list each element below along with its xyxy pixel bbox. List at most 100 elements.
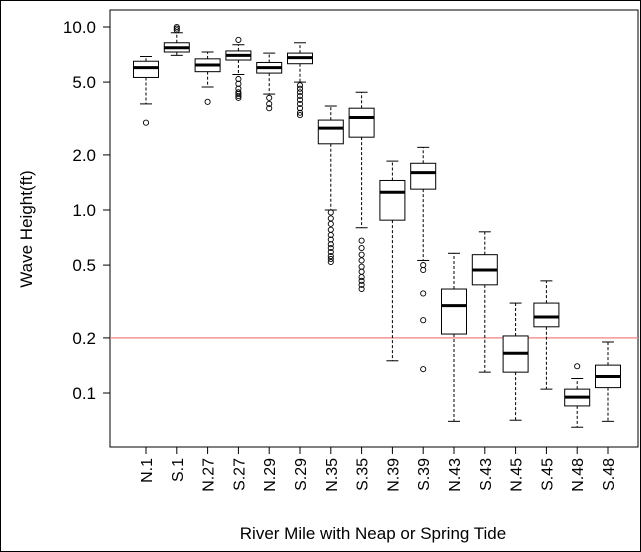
outlier-point xyxy=(327,258,334,266)
box-n-27 xyxy=(194,51,221,105)
y-tick-label: 0.2 xyxy=(72,329,96,348)
x-tick-label: N.45 xyxy=(509,458,526,492)
iqr-box xyxy=(533,302,560,328)
x-axis-title: River Mile with Neap or Spring Tide xyxy=(240,524,506,543)
x-tick-label: N.48 xyxy=(570,458,587,492)
outlier-point xyxy=(358,257,365,264)
outlier-point xyxy=(296,82,304,89)
outlier-point xyxy=(327,236,334,243)
outlier-point xyxy=(327,215,334,222)
x-tick-label: S.43 xyxy=(478,458,495,491)
y-tick-label: 5.0 xyxy=(72,73,96,92)
x-tick-label: N.27 xyxy=(201,458,218,492)
iqr-box xyxy=(348,107,375,138)
box-s-43 xyxy=(471,231,498,373)
outlier-point xyxy=(296,109,304,116)
box-s-29 xyxy=(287,42,313,119)
y-tick-label: 0.5 xyxy=(72,256,96,275)
boxes-layer xyxy=(133,23,621,428)
outlier-point xyxy=(358,251,365,258)
outlier-point xyxy=(296,96,304,103)
x-tick-label: S.45 xyxy=(539,458,556,491)
x-tick-label: S.39 xyxy=(416,458,433,491)
y-tick-label: 2.0 xyxy=(72,146,96,165)
x-tick-label: N.1 xyxy=(139,458,156,483)
outlier-point xyxy=(327,209,334,216)
outlier-point xyxy=(358,281,365,288)
x-tick-label: S.35 xyxy=(355,458,372,491)
outlier-point xyxy=(327,231,334,239)
outlier-point xyxy=(358,285,365,293)
x-tick-label: S.48 xyxy=(601,458,618,491)
outlier-point xyxy=(327,255,334,263)
outlier-point xyxy=(235,91,242,98)
outlier-point xyxy=(235,75,242,83)
outlier-point xyxy=(420,262,427,269)
outlier-point xyxy=(296,92,304,99)
outlier-point xyxy=(358,237,365,244)
outlier-point xyxy=(327,220,334,227)
y-tick-label: 1.0 xyxy=(72,201,96,220)
outlier-point xyxy=(358,263,365,270)
outlier-point xyxy=(327,244,334,252)
outlier-point xyxy=(235,94,242,101)
outlier-point xyxy=(173,23,180,31)
x-tick-label: S.29 xyxy=(293,458,310,491)
plot-area xyxy=(109,9,639,448)
box-s-48 xyxy=(595,341,621,422)
outlier-point xyxy=(420,317,427,324)
box-n-1 xyxy=(133,55,159,126)
box-s-45 xyxy=(533,280,560,390)
box-n-48 xyxy=(564,363,591,428)
x-tick-label: N.39 xyxy=(385,458,402,492)
outlier-point xyxy=(204,98,211,105)
x-tick-label: S.27 xyxy=(231,458,248,491)
box-s-1 xyxy=(163,23,190,56)
box-n-43 xyxy=(441,252,467,422)
outlier-point xyxy=(327,226,334,233)
box-s-35 xyxy=(348,91,375,293)
outlier-point xyxy=(235,36,242,43)
outlier-point xyxy=(420,266,427,274)
outlier-point xyxy=(235,92,242,99)
iqr-box xyxy=(379,179,406,221)
x-tick-label: S.1 xyxy=(170,458,187,482)
x-tick-label: N.43 xyxy=(447,458,464,492)
outlier-point xyxy=(266,105,273,112)
outlier-point xyxy=(358,277,365,284)
outlier-point xyxy=(296,89,304,96)
outlier-point xyxy=(420,290,427,297)
box-n-39 xyxy=(379,160,406,362)
outlier-point xyxy=(142,119,150,126)
outlier-point xyxy=(327,241,334,248)
outlier-point xyxy=(358,268,365,275)
iqr-box xyxy=(317,119,344,145)
outlier-point xyxy=(296,112,304,119)
outlier-point xyxy=(266,100,273,107)
y-tick-label: 0.1 xyxy=(72,384,96,403)
x-axis: N.1 S.1 N.27 S.27 N.29 S.29 N.35 S.35 N.39 S.39 N.… xyxy=(139,447,618,492)
outlier-point xyxy=(574,363,581,370)
iqr-box xyxy=(410,162,437,190)
outlier-point xyxy=(296,85,304,92)
outlier-point xyxy=(173,25,180,32)
outlier-point xyxy=(296,105,304,112)
box-s-27 xyxy=(225,36,252,101)
y-axis: 0.1 0.2 0.5 1.0 2.0 5.0 10.0 xyxy=(63,18,110,403)
y-tick-label: 10.0 xyxy=(63,18,96,37)
outlier-point xyxy=(327,248,334,255)
box-n-45 xyxy=(502,302,529,421)
iqr-box xyxy=(441,288,467,335)
outlier-point xyxy=(296,100,304,107)
outlier-point xyxy=(266,94,273,101)
outlier-point xyxy=(420,366,427,373)
y-axis-title: Wave Height(ft) xyxy=(17,170,36,287)
box-s-39 xyxy=(410,146,437,373)
box-n-29 xyxy=(256,52,283,112)
x-tick-label: N.35 xyxy=(324,458,341,492)
outlier-point xyxy=(173,27,180,34)
outlier-point xyxy=(358,274,365,281)
x-tick-label: N.29 xyxy=(262,458,279,492)
